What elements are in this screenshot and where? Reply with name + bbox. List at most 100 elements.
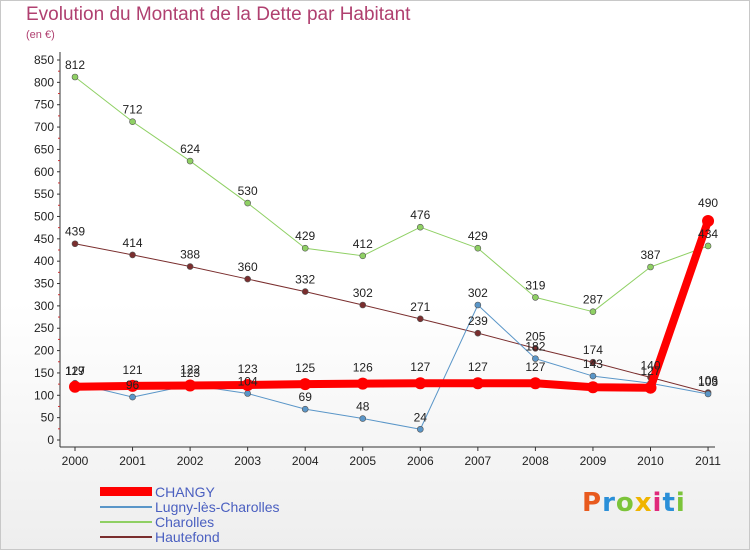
data-label: 119 xyxy=(65,364,84,378)
data-point xyxy=(186,157,194,165)
y-tick-label: 250 xyxy=(34,321,54,335)
data-label: 127 xyxy=(640,364,660,378)
data-label: 106 xyxy=(698,374,718,388)
x-tick-label: 2004 xyxy=(292,454,319,468)
x-tick-label: 2006 xyxy=(407,454,434,468)
data-label: 624 xyxy=(180,142,200,156)
legend-label: Charolles xyxy=(155,513,215,530)
y-tick-label: 800 xyxy=(34,75,54,89)
data-point xyxy=(532,345,539,352)
x-tick-label: 2011 xyxy=(695,454,721,468)
data-label: 122 xyxy=(180,362,200,376)
data-point xyxy=(129,393,136,401)
data-point xyxy=(589,308,597,315)
x-tick-label: 2008 xyxy=(522,454,549,468)
data-label: 205 xyxy=(525,329,545,343)
y-tick-label: 750 xyxy=(34,98,54,112)
y-tick-label: 700 xyxy=(34,120,54,134)
data-point xyxy=(184,379,197,392)
y-tick-label: 0 xyxy=(47,433,54,447)
data-label: 69 xyxy=(299,390,313,404)
legend-swatch xyxy=(100,487,152,496)
data-label: 387 xyxy=(640,248,660,262)
legend-label: CHANGY xyxy=(155,483,215,500)
data-label: 302 xyxy=(468,286,488,300)
data-label: 24 xyxy=(414,410,428,424)
data-label: 360 xyxy=(238,260,258,274)
data-point xyxy=(241,379,254,392)
series-line xyxy=(74,243,709,394)
proxiti-logo: Proxiti xyxy=(582,488,686,518)
y-tick-label: 200 xyxy=(34,344,54,358)
data-label: 127 xyxy=(468,360,488,374)
data-point xyxy=(586,381,599,394)
data-label: 140 xyxy=(640,358,660,372)
data-point xyxy=(647,263,654,271)
y-tick-label: 450 xyxy=(34,232,54,246)
x-tick-label: 2002 xyxy=(177,454,204,468)
data-point xyxy=(69,380,81,393)
data-label: 388 xyxy=(180,248,200,262)
data-point xyxy=(416,425,424,433)
data-point xyxy=(414,377,427,390)
x-tick-label: 2007 xyxy=(464,454,491,468)
y-tick-label: 100 xyxy=(34,388,54,402)
data-label: 271 xyxy=(410,300,430,314)
data-label: 319 xyxy=(525,278,545,292)
data-point xyxy=(244,275,251,283)
data-point xyxy=(301,405,309,413)
data-point xyxy=(532,294,539,301)
data-label: 96 xyxy=(126,378,140,392)
data-point xyxy=(471,377,484,390)
data-label: 127 xyxy=(65,364,85,378)
data-point xyxy=(474,301,482,309)
data-point xyxy=(529,377,542,390)
data-label: 434 xyxy=(698,227,718,241)
y-tick-label: 150 xyxy=(34,366,54,380)
data-label: 302 xyxy=(353,286,373,300)
data-label: 712 xyxy=(123,103,143,117)
chart-title: Evolution du Montant de la Dette par Hab… xyxy=(26,4,411,25)
data-label: 429 xyxy=(468,229,488,243)
data-label: 174 xyxy=(583,343,603,357)
data-label: 103 xyxy=(698,375,718,389)
data-point xyxy=(644,381,657,394)
y-tick-label: 400 xyxy=(34,254,54,268)
y-tick-label: 650 xyxy=(34,142,54,156)
y-tick-label: 300 xyxy=(34,299,54,313)
data-label: 812 xyxy=(65,58,85,72)
x-tick-label: 2009 xyxy=(580,454,607,468)
data-point xyxy=(356,377,369,390)
legend-swatch xyxy=(100,520,152,523)
data-point xyxy=(532,355,539,362)
data-point xyxy=(702,214,715,227)
data-point xyxy=(129,251,136,259)
data-label: 48 xyxy=(356,400,370,414)
data-point xyxy=(71,73,79,81)
data-point xyxy=(359,252,367,260)
legend-item: Lugny-lès-Charolles xyxy=(100,498,280,515)
chart-subtitle: (en €) xyxy=(26,29,55,41)
data-point xyxy=(474,244,482,252)
data-point xyxy=(704,390,712,398)
data-label: 414 xyxy=(123,236,143,250)
data-point xyxy=(129,118,136,125)
data-point xyxy=(359,415,367,422)
x-tick-label: 2000 xyxy=(62,454,89,468)
data-label: 439 xyxy=(65,225,85,239)
chart-legend: CHANGY Lugny-lès-Charolles Charolles Hautef… xyxy=(100,483,280,545)
y-tick-label: 50 xyxy=(41,411,55,425)
legend-label: Lugny-lès-Charolles xyxy=(155,498,280,515)
data-label: 121 xyxy=(123,363,143,377)
data-point xyxy=(589,358,597,366)
data-point xyxy=(244,390,251,397)
y-tick-label: 600 xyxy=(34,165,54,179)
data-point xyxy=(299,378,312,391)
data-label: 239 xyxy=(468,314,488,328)
data-point xyxy=(589,372,597,380)
legend-swatch xyxy=(100,535,152,538)
data-point xyxy=(416,315,424,323)
y-tick-label: 500 xyxy=(34,209,54,223)
x-tick-label: 2003 xyxy=(234,454,261,468)
